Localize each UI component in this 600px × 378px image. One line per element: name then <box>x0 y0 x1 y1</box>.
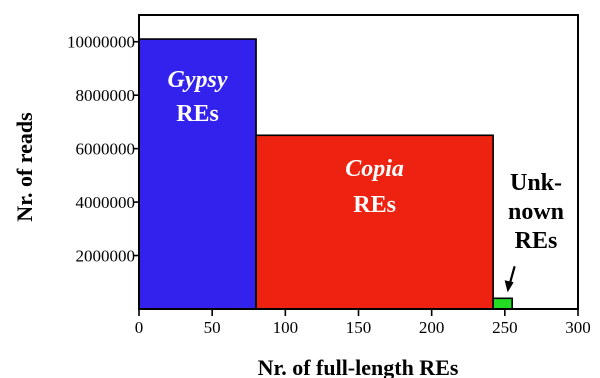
area-label-unknown: REs <box>515 228 558 254</box>
bar-unknown <box>492 297 513 310</box>
y-axis-title: Nr. of reads <box>12 112 37 222</box>
x-tick-label: 0 <box>135 318 144 337</box>
area-label-gypsy: REs <box>176 101 219 127</box>
y-tick-label: 8000000 <box>76 86 136 105</box>
y-tick-label: 4000000 <box>76 193 136 212</box>
unknown-arrow-head <box>504 280 514 293</box>
area-label-unknown: Unk- <box>510 170 562 196</box>
x-tick-label: 300 <box>565 318 591 337</box>
y-axis: 2000000 4000000 6000000 8000000 10000000 <box>67 33 139 266</box>
area-labels: Gypsy REs Copia REs Unk-nown REs <box>168 67 564 254</box>
unknown-arrow <box>508 266 516 285</box>
x-tick-label: 150 <box>346 318 372 337</box>
x-tick-label: 250 <box>492 318 518 337</box>
area-label-copia: REs <box>353 192 396 218</box>
bars-group <box>138 38 513 310</box>
y-tick-label: 6000000 <box>76 140 136 159</box>
x-axis: 0 50 100 150 200 250 300 <box>135 309 591 337</box>
x-tick-label: 50 <box>204 318 221 337</box>
bar-gypsy <box>138 38 257 310</box>
area-label-unknown: nown <box>508 199 564 225</box>
y-tick-label: 10000000 <box>67 33 135 52</box>
area-label-copia: Copia <box>345 156 404 182</box>
x-tick-label: 200 <box>419 318 445 337</box>
area-label-gypsy: Gypsy <box>168 67 228 93</box>
x-tick-label: 100 <box>273 318 299 337</box>
x-axis-title: Nr. of full-length REs <box>258 355 459 378</box>
y-tick-label: 2000000 <box>76 247 136 266</box>
bar-copia <box>255 134 494 310</box>
